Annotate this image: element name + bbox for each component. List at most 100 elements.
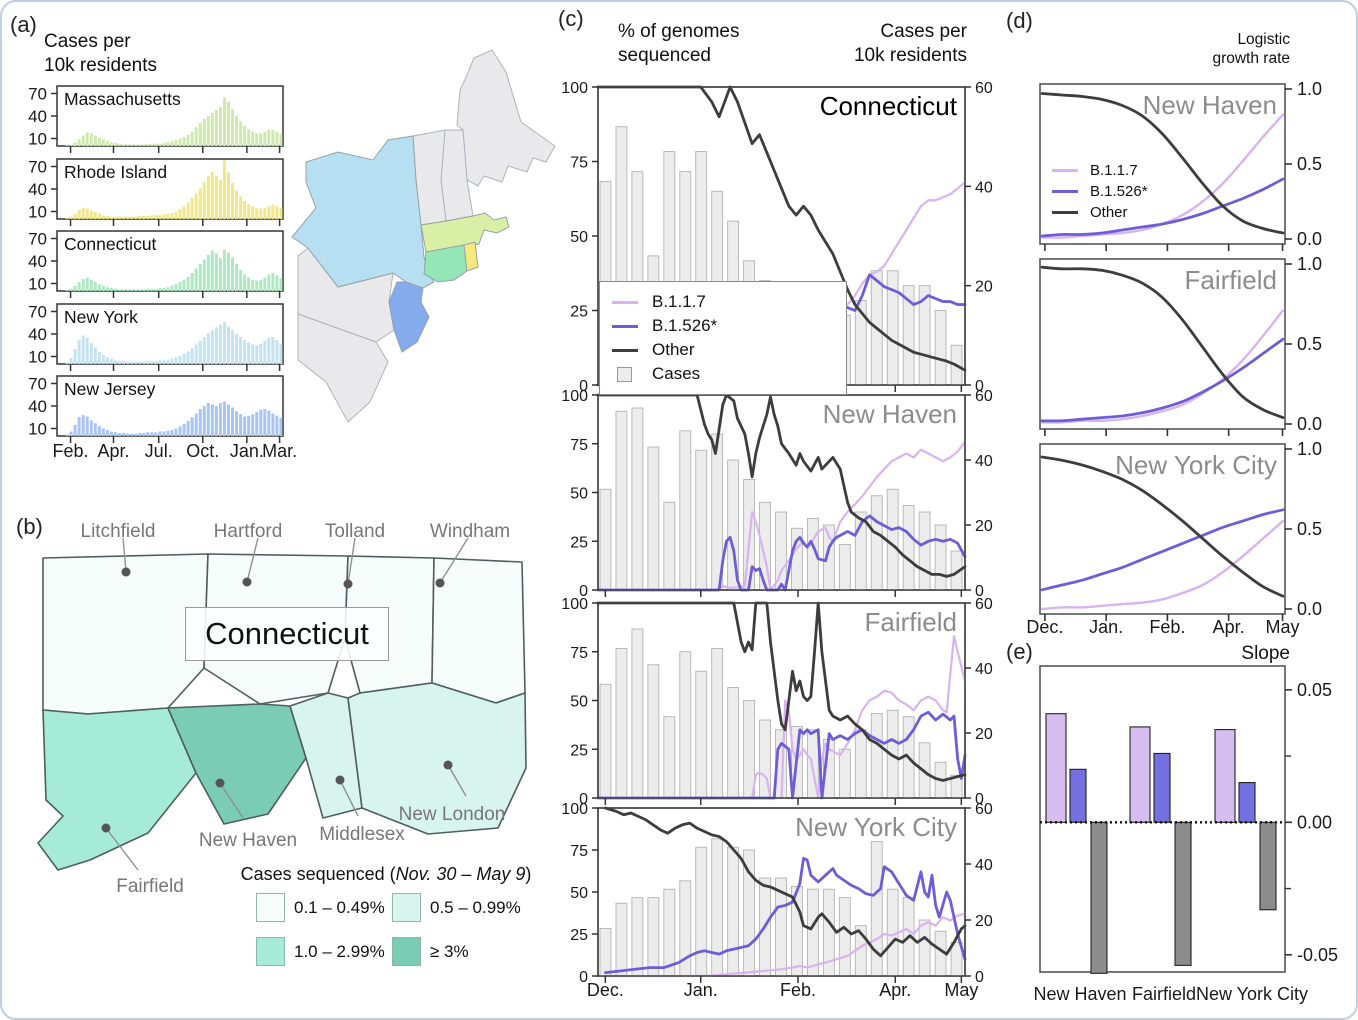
svg-text:70: 70 bbox=[28, 303, 47, 322]
panel-e-label: (e) bbox=[1006, 639, 1033, 664]
svg-text:60: 60 bbox=[975, 80, 993, 97]
e-category-fairfield: Fairfield bbox=[1131, 984, 1197, 1004]
tick-label: Feb. bbox=[1149, 617, 1186, 637]
svg-text:40: 40 bbox=[28, 180, 47, 199]
map-legend-label-3: 1.0 – 2.99% bbox=[294, 942, 385, 961]
state-chart-4: 70 40 10 New Jersey bbox=[28, 375, 284, 443]
svg-text:0.5: 0.5 bbox=[1297, 334, 1322, 354]
svg-text:0: 0 bbox=[579, 378, 588, 395]
svg-text:1.0: 1.0 bbox=[1297, 79, 1322, 99]
svg-text:75: 75 bbox=[570, 155, 588, 172]
svg-text:10: 10 bbox=[28, 130, 47, 149]
tick-label: Jan. bbox=[229, 441, 264, 461]
legend-item-other: Other bbox=[1090, 204, 1128, 221]
growth-chart-1: 1.0 0.5 0.0 Fairfield bbox=[1039, 254, 1322, 436]
svg-text:New York City: New York City bbox=[1115, 450, 1277, 480]
svg-text:50: 50 bbox=[570, 694, 588, 711]
tick-label: Jan. bbox=[683, 980, 718, 1000]
svg-text:70: 70 bbox=[28, 85, 47, 104]
panel-c-right-axis-title: Cases per 10k residents bbox=[853, 21, 967, 66]
svg-text:40: 40 bbox=[975, 857, 993, 874]
panel-e-title: Slope bbox=[1241, 643, 1290, 664]
svg-text:New York: New York bbox=[64, 307, 138, 327]
legend-item-b117: B.1.1.7 bbox=[652, 292, 706, 311]
map-legend-swatch-3 bbox=[256, 937, 285, 966]
svg-text:40: 40 bbox=[28, 397, 47, 416]
svg-text:60: 60 bbox=[975, 801, 993, 818]
svg-text:Massachusetts: Massachusetts bbox=[64, 89, 181, 109]
map-legend-label-1: 0.1 – 0.49% bbox=[294, 898, 385, 917]
county-label-tolland: Tolland bbox=[324, 521, 386, 542]
tick-label: Apr. bbox=[879, 980, 912, 1000]
svg-text:0: 0 bbox=[975, 791, 984, 808]
tick-label: May bbox=[1265, 617, 1300, 637]
tick-label: Apr. bbox=[1212, 617, 1245, 637]
county-label-litchfield: Litchfield bbox=[80, 521, 156, 542]
svg-text:50: 50 bbox=[570, 486, 588, 503]
svg-text:New Jersey: New Jersey bbox=[64, 379, 156, 399]
svg-text:50: 50 bbox=[570, 229, 588, 246]
map-legend-swatch-4 bbox=[392, 937, 421, 966]
panel-a-label: (a) bbox=[10, 12, 37, 37]
svg-text:0: 0 bbox=[579, 969, 588, 986]
county-label-middlesex: Middlesex bbox=[319, 824, 405, 845]
b117-line-swatch bbox=[612, 300, 638, 304]
county-label-new-london: New London bbox=[398, 804, 506, 825]
svg-text:Fairfield: Fairfield bbox=[1185, 265, 1277, 295]
northeast-map bbox=[291, 49, 556, 423]
county-label-fairfield: Fairfield bbox=[116, 876, 184, 897]
legend-item-b117: B.1.1.7 bbox=[1090, 162, 1138, 179]
legend-item-b1526: B.1.526* bbox=[1090, 183, 1148, 200]
variant-legend: B.1.1.7 B.1.526* Other Cases bbox=[599, 281, 847, 395]
tick-label: Feb. bbox=[779, 980, 817, 1000]
svg-text:0: 0 bbox=[975, 969, 984, 986]
legend-item-other: Other bbox=[652, 340, 695, 359]
svg-text:1.0: 1.0 bbox=[1297, 254, 1322, 274]
svg-text:0.0: 0.0 bbox=[1297, 414, 1322, 434]
panel-a-axis-title: Cases per 10k residents bbox=[44, 31, 158, 76]
svg-text:25: 25 bbox=[570, 534, 588, 551]
svg-text:-0.05: -0.05 bbox=[1297, 945, 1338, 965]
legend-item-b1526: B.1.526* bbox=[652, 316, 718, 335]
tick-label: Jul. bbox=[144, 441, 173, 461]
svg-text:10: 10 bbox=[28, 275, 47, 294]
tick-label: Jan. bbox=[1089, 617, 1124, 637]
svg-text:100: 100 bbox=[561, 596, 588, 613]
svg-text:New Haven: New Haven bbox=[1143, 90, 1277, 120]
svg-text:40: 40 bbox=[28, 252, 47, 271]
svg-text:1.0: 1.0 bbox=[1297, 439, 1322, 459]
svg-text:40: 40 bbox=[975, 453, 993, 470]
svg-text:60: 60 bbox=[975, 596, 993, 613]
state-chart-3: 70 40 10 New York bbox=[28, 303, 284, 371]
svg-text:25: 25 bbox=[570, 927, 588, 944]
svg-text:Rhode Island: Rhode Island bbox=[64, 162, 167, 182]
tick-label: Apr. bbox=[97, 441, 130, 461]
svg-text:0.05: 0.05 bbox=[1297, 680, 1332, 700]
svg-text:20: 20 bbox=[975, 518, 993, 535]
svg-text:20: 20 bbox=[975, 726, 993, 743]
genomes-chart-3: 100 75 50 25 0 60 40 20 0 New York City bbox=[561, 801, 993, 986]
tick-label: Feb. bbox=[52, 441, 89, 461]
county-label-hartford: Hartford bbox=[213, 521, 283, 542]
svg-text:Fairfield: Fairfield bbox=[865, 607, 957, 637]
svg-text:40: 40 bbox=[28, 325, 47, 344]
map-legend-swatch-1 bbox=[256, 893, 285, 922]
panel-c-label: (c) bbox=[558, 6, 584, 31]
svg-text:New Haven: New Haven bbox=[823, 399, 957, 429]
svg-text:0: 0 bbox=[579, 583, 588, 600]
e-category-new-haven: New Haven bbox=[1033, 984, 1127, 1004]
svg-text:0: 0 bbox=[975, 583, 984, 600]
svg-text:75: 75 bbox=[570, 437, 588, 454]
svg-text:New York City: New York City bbox=[795, 812, 957, 842]
svg-text:0: 0 bbox=[579, 791, 588, 808]
svg-text:0: 0 bbox=[975, 378, 984, 395]
svg-text:0.0: 0.0 bbox=[1297, 229, 1322, 249]
map-legend-title: Cases sequenced (Nov. 30 – May 9) bbox=[240, 864, 532, 884]
svg-text:0.00: 0.00 bbox=[1297, 812, 1332, 832]
svg-text:20: 20 bbox=[975, 913, 993, 930]
other-line-swatch bbox=[612, 348, 638, 352]
svg-text:40: 40 bbox=[28, 107, 47, 126]
cases-bar-swatch bbox=[617, 366, 632, 382]
state-chart-0: 70 40 10 Massachusetts bbox=[28, 85, 284, 153]
